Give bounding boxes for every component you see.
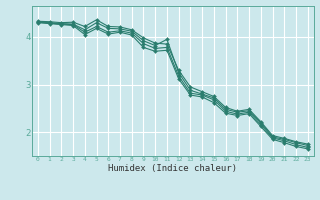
X-axis label: Humidex (Indice chaleur): Humidex (Indice chaleur) bbox=[108, 164, 237, 173]
